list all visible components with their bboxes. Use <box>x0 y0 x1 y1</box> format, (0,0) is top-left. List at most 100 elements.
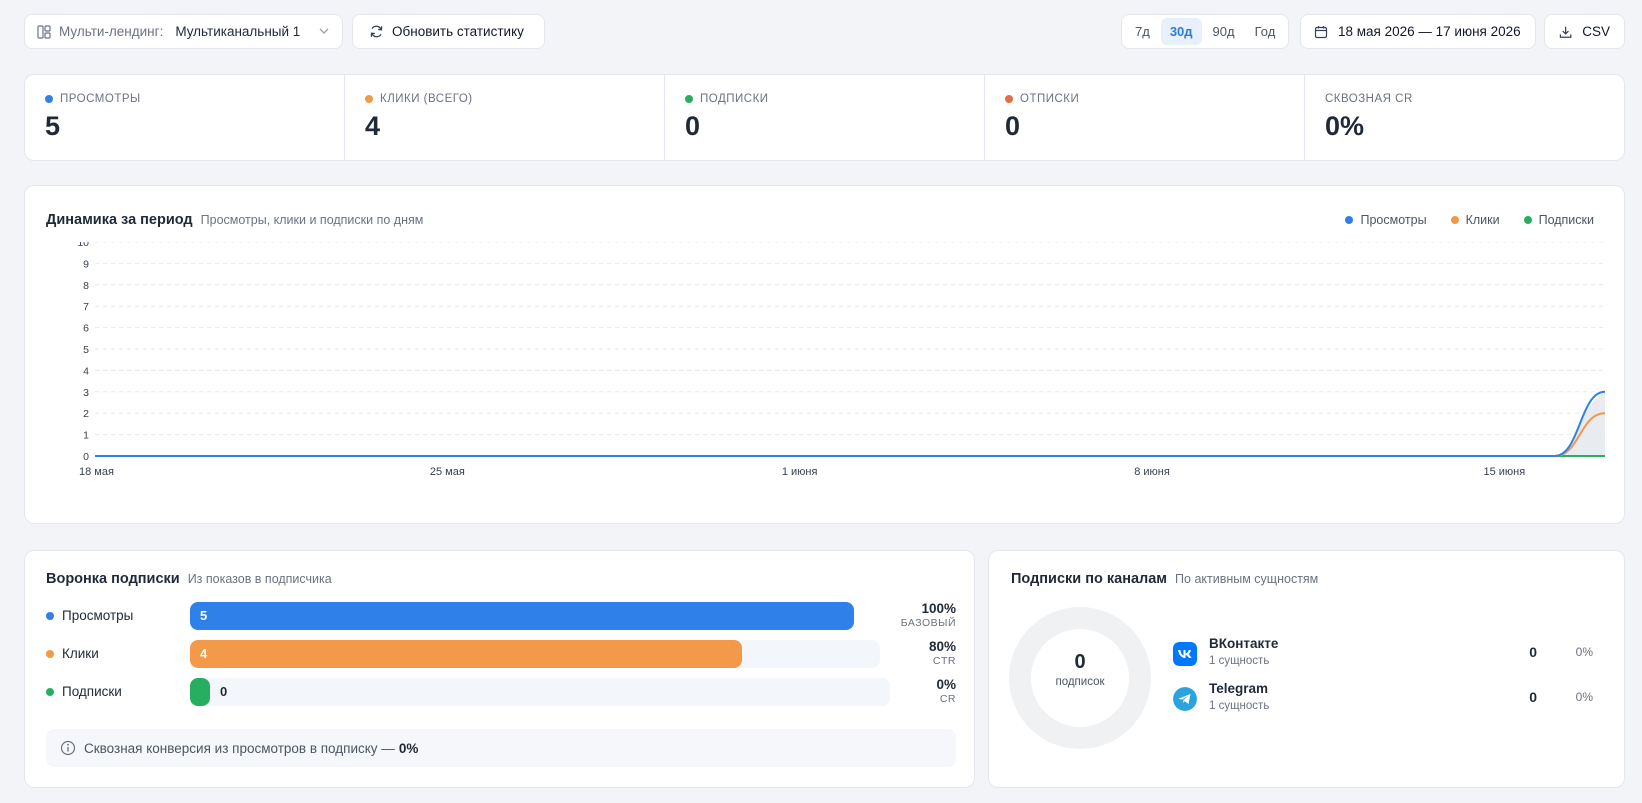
channels-donut <box>1009 607 1151 749</box>
legend-item: Просмотры <box>1345 213 1427 227</box>
funnel-count: 4 <box>200 646 208 661</box>
period-selector: 7д 30д 90д Год <box>1121 14 1289 49</box>
funnel-bar <box>190 640 742 668</box>
funnel-row-label: Клики <box>62 646 99 661</box>
period-tab[interactable]: Год <box>1254 24 1276 39</box>
kpi-label: Клики (всего) <box>380 93 473 105</box>
funnel-row-name: Просмотры <box>46 608 133 623</box>
y-tick-label: 10 <box>77 242 89 249</box>
kpi-value: 4 <box>365 111 381 141</box>
kpi-subscriptions: Подписки 0 <box>665 75 985 160</box>
conversion-note-text: Сквозная конверсия из просмотров в подпи… <box>84 740 395 756</box>
channel-meta: 1 сущность <box>1209 655 1270 667</box>
y-tick-label: 8 <box>83 280 89 292</box>
kpi-value: 0 <box>1005 111 1021 141</box>
funnel-count: 0 <box>220 684 228 699</box>
y-tick-label: 3 <box>83 387 89 399</box>
channel-row: ВКонтакте 1 сущность 0 0% <box>1173 636 1593 676</box>
kpi-label: Отписки <box>1020 93 1080 105</box>
funnel-pct: 100% БАЗОВЫЙ <box>901 601 956 629</box>
csv-export-button[interactable]: CSV <box>1544 14 1625 49</box>
period-tab[interactable]: 7д <box>1135 24 1150 39</box>
kpi-value: 0 <box>685 111 701 141</box>
x-tick-label: 1 июня <box>782 466 818 478</box>
dynamics-title: Динамика за период <box>46 212 193 228</box>
kpi-dot <box>1005 95 1013 103</box>
dynamics-chart: 0 1 2 3 4 5 6 7 8 9 10 18 мая 25 мая 1 июня 8 июня 15 и… <box>77 242 1606 478</box>
funnel-pct-value: 100% <box>921 601 956 616</box>
conversion-note-value: 0% <box>398 740 419 756</box>
funnel-row: Подписки 0 0% CR <box>46 677 956 706</box>
legend-dot <box>1450 216 1459 224</box>
landing-select[interactable]: Мульти-лендинг: Мультиканальный 1 <box>24 14 343 49</box>
channel-name: ВКонтакте <box>1209 636 1279 651</box>
funnel-pct-value: 80% <box>928 639 956 654</box>
x-tick-label: 25 мая <box>430 466 465 478</box>
funnel-pct-value: 0% <box>936 677 956 692</box>
channels-title: Подписки по каналам <box>1011 571 1168 587</box>
chart-legend: Просмотры Клики Подписки <box>1345 213 1594 227</box>
legend-dot <box>1523 216 1532 224</box>
channels-subtitle: По активным сущностям <box>1175 572 1319 586</box>
download-icon <box>1559 26 1572 38</box>
channel-count: 0 <box>1529 689 1537 705</box>
legend-item: Клики <box>1450 213 1500 227</box>
channel-row: Telegram 1 сущность 0 0% <box>1173 681 1593 721</box>
kpi-unsubscriptions: Отписки 0 <box>985 75 1305 160</box>
funnel-row-name: Подписки <box>46 684 122 699</box>
vk-icon <box>1173 642 1197 666</box>
kpi-clicks: Клики (всего) 4 <box>345 75 665 160</box>
series-line-views <box>95 390 1606 457</box>
date-range-picker[interactable]: 18 мая 2026 — 17 июня 2026 <box>1300 14 1536 49</box>
refresh-stats-label: Обновить статистику <box>392 24 524 39</box>
legend-label: Подписки <box>1538 213 1594 227</box>
x-tick-label: 18 мая <box>79 466 114 478</box>
conversion-note: Сквозная конверсия из просмотров в подпи… <box>46 729 956 767</box>
period-tab[interactable]: 90д <box>1212 24 1235 39</box>
channel-count: 0 <box>1529 644 1537 660</box>
dynamics-card: Динамика за период Просмотры, клики и по… <box>24 185 1625 524</box>
csv-export-label: CSV <box>1582 24 1610 39</box>
funnel-bar <box>190 678 210 706</box>
funnel-track: 4 <box>190 640 880 668</box>
landing-select-label: Мульти-лендинг: <box>59 24 164 39</box>
y-tick-label: 1 <box>83 430 89 442</box>
funnel-dot <box>46 611 54 620</box>
channel-name: Telegram <box>1209 681 1269 696</box>
funnel-row: Клики 4 80% CTR <box>46 639 956 668</box>
landing-select-value: Мультиканальный 1 <box>175 24 301 39</box>
refresh-stats-button[interactable]: Обновить статистику <box>352 14 545 49</box>
channel-pct: 0% <box>1575 645 1593 659</box>
y-tick-label: 0 <box>83 451 89 463</box>
x-tick-label: 8 июня <box>1134 466 1170 478</box>
channels-card: Подписки по каналам По активным сущностя… <box>988 550 1625 788</box>
y-tick-label: 9 <box>83 258 89 270</box>
kpi-cr: Сквозная CR 0% <box>1305 75 1624 160</box>
funnel-row-label: Подписки <box>62 684 122 699</box>
funnel-title: Воронка подписки <box>46 571 180 587</box>
legend-label: Просмотры <box>1360 213 1427 227</box>
date-range-label: 18 мая 2026 — 17 июня 2026 <box>1338 24 1521 39</box>
chevron-down-icon <box>319 28 329 34</box>
telegram-icon <box>1173 687 1197 711</box>
funnel-pct-sub: CR <box>939 693 956 705</box>
funnel-count: 5 <box>200 608 208 623</box>
y-tick-label: 6 <box>83 323 89 335</box>
funnel-track: 0 <box>190 678 890 706</box>
layout-icon <box>37 24 51 39</box>
funnel-dot <box>46 649 54 658</box>
channel-pct: 0% <box>1575 690 1593 704</box>
y-tick-label: 5 <box>83 344 89 356</box>
kpi-strip: Просмотры 5 Клики (всего) 4 Подписки 0 О… <box>24 74 1625 161</box>
y-tick-label: 4 <box>83 365 89 377</box>
period-tab[interactable]: 30д <box>1160 18 1202 45</box>
donut-total-label: подписок <box>1055 676 1105 688</box>
kpi-dot <box>685 95 693 103</box>
kpi-label: Сквозная CR <box>1325 93 1413 105</box>
kpi-label: Подписки <box>700 93 769 105</box>
funnel-pct: 80% CTR <box>929 639 956 667</box>
funnel-pct: 0% CR <box>936 677 956 705</box>
dynamics-subtitle: Просмотры, клики и подписки по дням <box>200 213 424 227</box>
calendar-icon <box>1314 25 1328 38</box>
funnel-dot <box>46 687 54 696</box>
